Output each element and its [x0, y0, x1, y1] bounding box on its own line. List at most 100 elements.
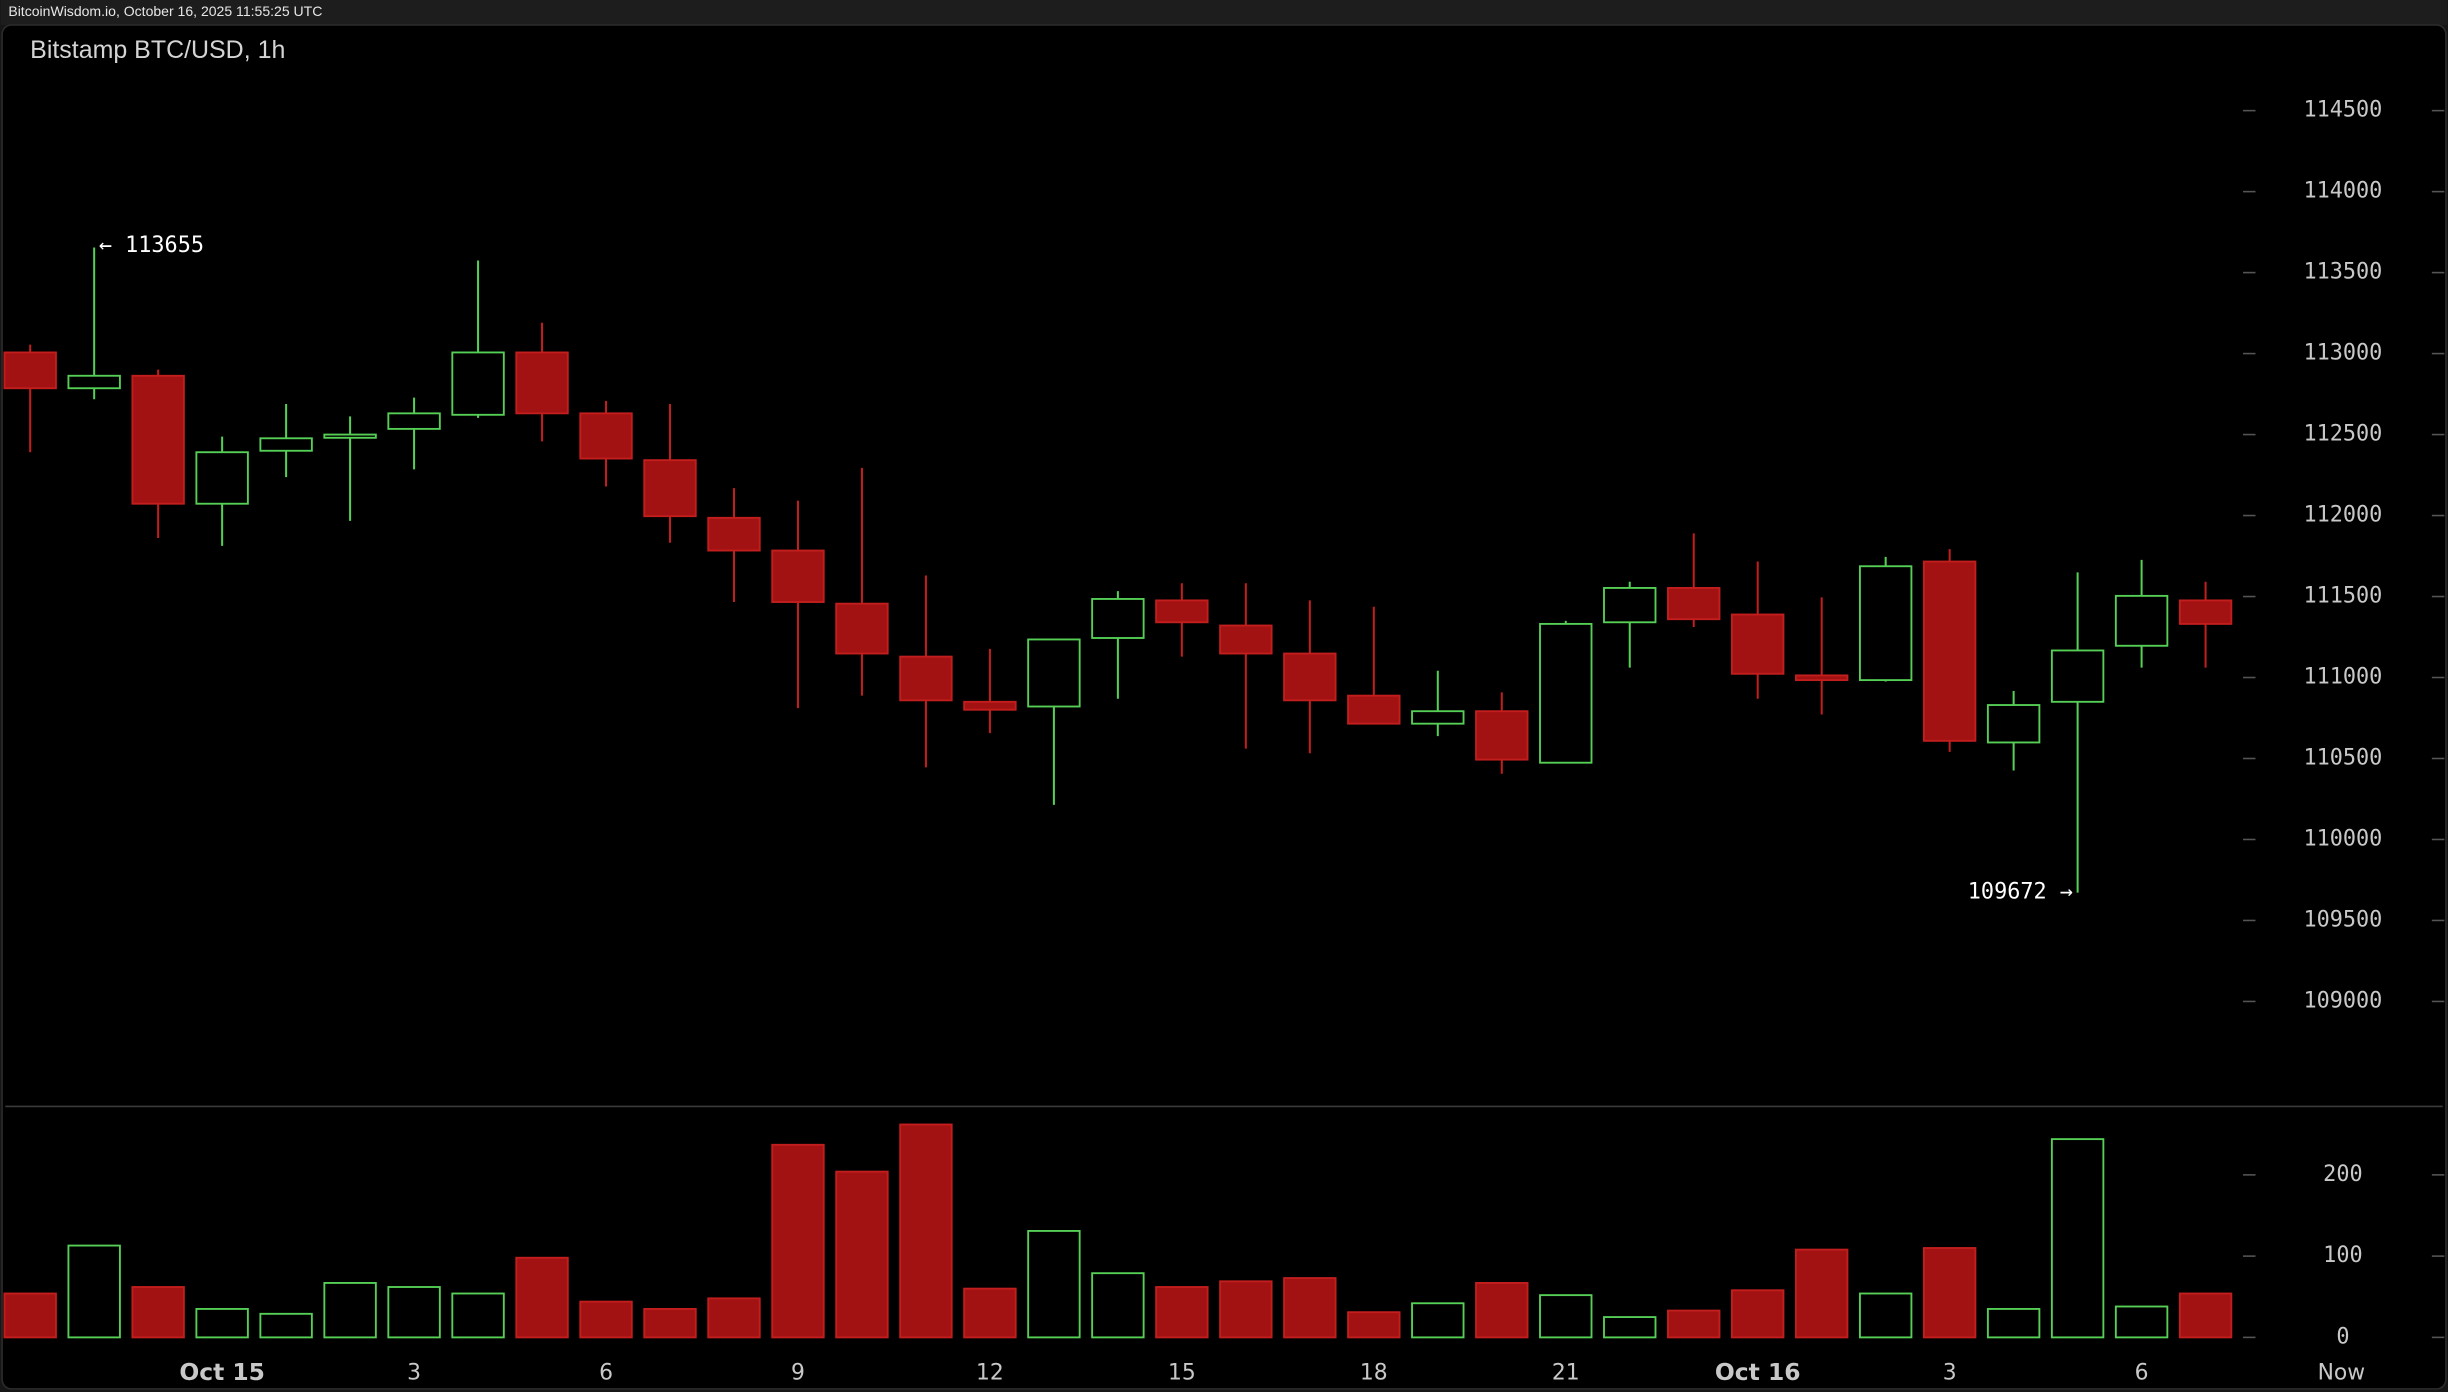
candle-body — [2050, 649, 2105, 703]
volume-bar — [1219, 1280, 1273, 1339]
volume-bar — [131, 1286, 185, 1339]
volume-bar — [1411, 1302, 1465, 1339]
x-tick-label: 18 — [1360, 1360, 1388, 1385]
candle-body — [387, 412, 441, 430]
y-tick-label: 113500 — [2303, 260, 2382, 285]
y-tick-label: 109500 — [2303, 907, 2382, 932]
candle-body — [1986, 704, 2041, 744]
volume-bar — [2114, 1305, 2169, 1339]
candle-body — [771, 549, 825, 603]
candle-body — [1411, 710, 1465, 725]
volume-bar — [2178, 1292, 2233, 1339]
volume-bar — [963, 1287, 1017, 1339]
candle-body — [1283, 652, 1337, 702]
volume-bar — [1283, 1277, 1337, 1339]
x-tick-label: 15 — [1168, 1360, 1196, 1385]
candle-body — [899, 655, 953, 702]
candle-body — [835, 602, 889, 655]
volume-bar — [1091, 1272, 1145, 1339]
volume-bar — [1155, 1286, 1209, 1339]
x-tick-label: Oct 16 — [1715, 1358, 1801, 1386]
candle-body — [2178, 599, 2233, 625]
y-tick-label: 111500 — [2303, 584, 2382, 609]
volume-tick-label: 0 — [2336, 1324, 2349, 1349]
candle-body — [1091, 598, 1145, 639]
volume-bar — [1475, 1282, 1529, 1339]
y-tick-label: 109000 — [2303, 988, 2382, 1013]
candle-body — [707, 516, 761, 552]
volume-bar — [67, 1244, 121, 1339]
header-text: BitcoinWisdom.io, October 16, 2025 11:55… — [8, 3, 322, 19]
low-annotation: 109672 → — [1968, 880, 2073, 905]
candle-body — [451, 351, 505, 416]
volume-bar — [707, 1297, 761, 1339]
volume-bar — [835, 1170, 889, 1339]
y-tick-label: 114000 — [2303, 179, 2382, 204]
y-tick-label: 111000 — [2303, 665, 2382, 690]
candle-body — [1922, 560, 1977, 742]
y-tick-label: 110000 — [2303, 826, 2382, 851]
chart-panel — [1, 24, 2447, 1390]
high-annotation: ← 113655 — [99, 233, 204, 258]
volume-bar — [3, 1292, 57, 1339]
volume-bar — [323, 1282, 377, 1339]
candle-body — [323, 433, 377, 439]
volume-bar — [1922, 1247, 1977, 1339]
y-tick-label: 110500 — [2303, 745, 2382, 770]
candle-body — [195, 451, 249, 505]
candle-body — [1155, 599, 1209, 624]
candle-body — [131, 374, 185, 505]
candle-body — [515, 351, 569, 415]
candle-body — [259, 437, 313, 452]
candle-body — [1795, 674, 1849, 682]
candle-body — [1603, 587, 1657, 624]
y-tick-label: 113000 — [2303, 341, 2382, 366]
volume-bar — [1986, 1308, 2041, 1339]
volume-bar — [579, 1300, 633, 1339]
candle-body — [579, 412, 633, 460]
volume-bar — [899, 1123, 953, 1339]
candle-body — [67, 374, 121, 390]
x-tick-label: 12 — [976, 1360, 1004, 1385]
candle-body — [963, 700, 1017, 711]
volume-bar — [515, 1256, 569, 1339]
volume-bar — [1603, 1316, 1657, 1339]
volume-bar — [1795, 1248, 1849, 1339]
volume-tick-label: 100 — [2323, 1243, 2362, 1268]
volume-bar — [2050, 1138, 2105, 1339]
chart-title: Bitstamp BTC/USD, 1h — [30, 36, 285, 64]
volume-bar — [451, 1292, 505, 1339]
x-tick-label: Oct 15 — [179, 1358, 265, 1386]
candle-body — [1539, 622, 1593, 764]
volume-bar — [1027, 1230, 1081, 1339]
candle-body — [1731, 613, 1785, 675]
y-tick-label: 112500 — [2303, 422, 2382, 447]
x-tick-label: 9 — [791, 1360, 805, 1385]
x-tick-label: 6 — [2135, 1360, 2149, 1385]
candle-body — [1027, 638, 1081, 708]
y-tick-label: 112000 — [2303, 503, 2382, 528]
candle-body — [3, 351, 57, 390]
x-tick-label: 21 — [1552, 1360, 1580, 1385]
candle-body — [643, 459, 697, 518]
volume-bar — [1539, 1294, 1593, 1339]
volume-bar — [771, 1143, 825, 1339]
volume-bar — [1731, 1289, 1785, 1339]
volume-bar — [387, 1286, 441, 1339]
candle-body — [1858, 565, 1913, 682]
candle-body — [1219, 624, 1273, 655]
x-tick-label: 3 — [1943, 1360, 1957, 1385]
volume-bar — [643, 1308, 697, 1339]
volume-bar — [1858, 1292, 1913, 1339]
volume-bar — [1347, 1311, 1401, 1339]
candle-body — [1475, 710, 1529, 761]
candle-body — [2114, 594, 2169, 647]
candle-body — [1347, 694, 1401, 725]
x-tick-label: 3 — [407, 1360, 421, 1385]
y-tick-label: 114500 — [2303, 98, 2382, 123]
now-label: Now — [2318, 1360, 2366, 1385]
candle-body — [1667, 587, 1721, 621]
x-tick-label: 6 — [599, 1360, 613, 1385]
